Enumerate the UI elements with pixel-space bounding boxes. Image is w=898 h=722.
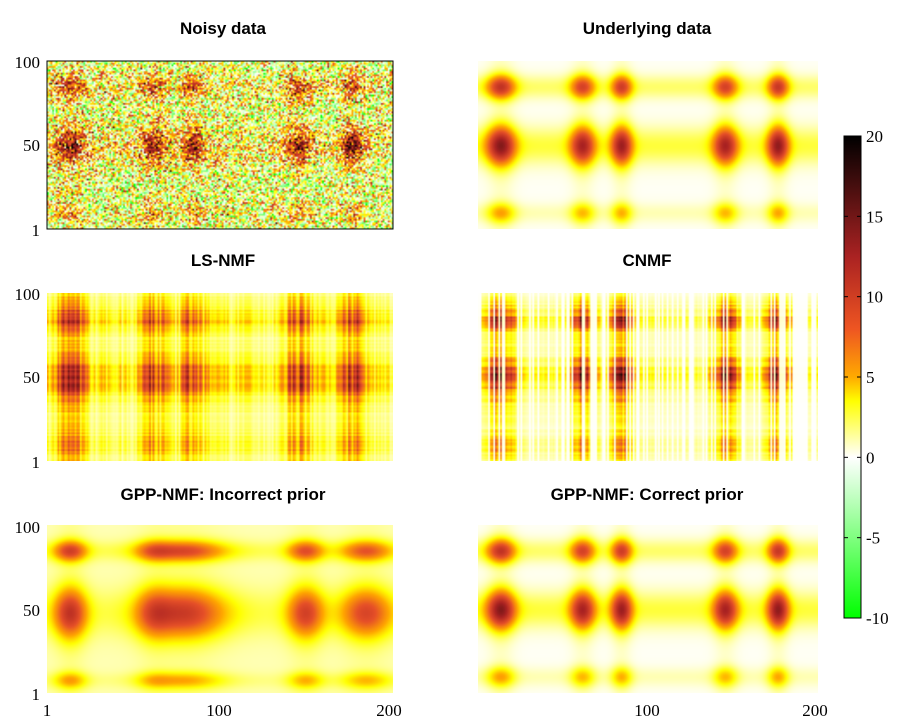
x-tick-label: 200 <box>376 701 402 720</box>
heatmap-image <box>478 525 818 693</box>
axes-frame <box>46 60 394 230</box>
panel-gpp-nmf-incorrect: GPP-NMF: Incorrect prior 100 50 1 1 100 … <box>15 485 402 720</box>
y-tick-label: 50 <box>23 601 40 620</box>
panel-title: Underlying data <box>583 19 712 38</box>
y-tick-label: 50 <box>23 368 40 387</box>
y-tick-label: 100 <box>15 518 41 537</box>
x-tick-label: 100 <box>634 701 660 720</box>
colorbar-tick-label: 20 <box>866 127 883 146</box>
colorbar-tick-label: 15 <box>866 207 883 226</box>
panel-title: GPP-NMF: Correct prior <box>551 485 744 504</box>
x-tick-label: 100 <box>206 701 232 720</box>
panel-title: CNMF <box>622 251 671 270</box>
colorbar-ticks: 20 15 10 5 0 -5 -10 <box>844 127 889 628</box>
colorbar-tick-label: 10 <box>866 288 883 307</box>
panel-title: LS-NMF <box>191 251 255 270</box>
colorbar-tick-label: -5 <box>866 529 880 548</box>
colorbar-tick-label: -10 <box>866 609 889 628</box>
panel-underlying-data: Underlying data <box>478 19 818 229</box>
heatmap-image <box>47 293 393 461</box>
heatmap-image <box>47 61 393 229</box>
panel-ls-nmf: LS-NMF 100 50 1 <box>15 251 393 472</box>
panel-title: GPP-NMF: Incorrect prior <box>121 485 326 504</box>
panel-gpp-nmf-correct: GPP-NMF: Correct prior 100 200 <box>478 485 828 720</box>
y-tick-label: 50 <box>23 136 40 155</box>
colorbar: 20 15 10 5 0 -5 -10 <box>843 127 889 628</box>
y-tick-label: 100 <box>15 285 41 304</box>
heatmap-image <box>47 525 393 693</box>
y-tick-label: 1 <box>32 221 41 240</box>
y-tick-label: 1 <box>32 685 41 704</box>
colorbar-tick-label: 5 <box>866 368 875 387</box>
y-tick-label: 1 <box>32 453 41 472</box>
heatmap-image <box>478 293 818 461</box>
x-tick-label: 1 <box>43 701 52 720</box>
colorbar-tick-label: 0 <box>866 448 875 467</box>
panel-noisy-data: Noisy data 100 50 1 <box>15 19 394 240</box>
heatmap-image <box>478 61 818 229</box>
panel-cnmf: CNMF <box>478 251 818 461</box>
x-tick-label: 200 <box>802 701 828 720</box>
panel-title: Noisy data <box>180 19 267 38</box>
y-tick-label: 100 <box>15 53 41 72</box>
